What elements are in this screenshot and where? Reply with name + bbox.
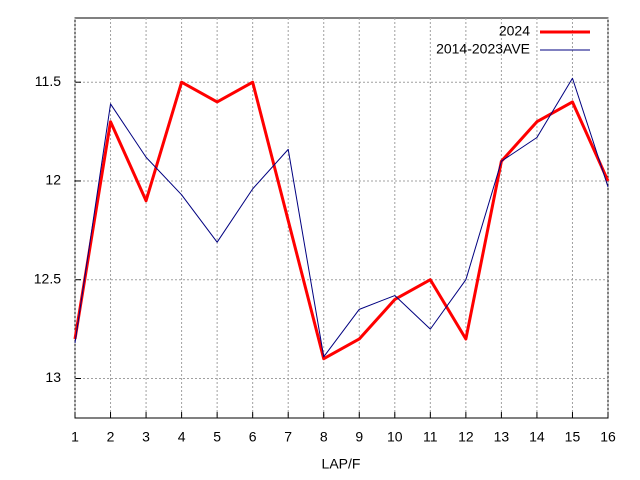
x-tick-label: 15: [565, 429, 581, 445]
x-tick-label: 12: [458, 429, 474, 445]
x-tick-label: 14: [529, 429, 545, 445]
x-tick-label: 3: [142, 429, 150, 445]
x-tick-label: 9: [355, 429, 363, 445]
x-tick-label: 1: [71, 429, 79, 445]
x-tick-label: 4: [178, 429, 186, 445]
series-line: [74, 77, 609, 358]
x-tick-label: 7: [284, 429, 292, 445]
x-tick-label: 11: [423, 429, 438, 445]
plot-frame: [74, 17, 609, 419]
x-tick-label: 10: [387, 429, 403, 445]
series-line: [73, 80, 610, 361]
y-tick-label: 12.5: [34, 270, 61, 286]
legend-label: 2014-2023AVE: [436, 41, 530, 57]
x-tick-label: 2: [107, 429, 115, 445]
x-tick-label: 13: [494, 429, 510, 445]
y-tick-label: 12: [45, 172, 61, 188]
legend-label: 2024: [499, 23, 530, 39]
x-axis-label: LAP/F: [322, 456, 361, 472]
y-tick-label: 13: [45, 369, 61, 385]
x-tick-label: 6: [249, 429, 257, 445]
x-tick-label: 8: [320, 429, 328, 445]
x-tick-label: 16: [600, 429, 616, 445]
x-tick-label: 5: [213, 429, 221, 445]
y-tick-label: 11.5: [35, 73, 61, 89]
